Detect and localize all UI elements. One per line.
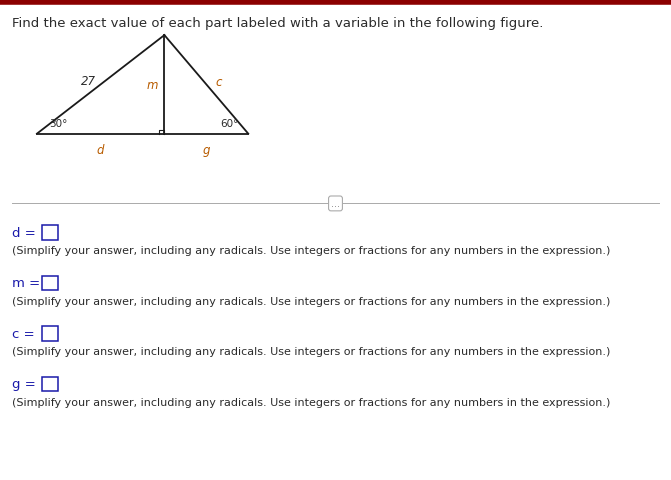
Text: d =: d = — [12, 226, 36, 240]
Text: (Simplify your answer, including any radicals. Use integers or fractions for any: (Simplify your answer, including any rad… — [12, 347, 611, 357]
Text: c: c — [215, 76, 221, 89]
Text: c =: c = — [12, 327, 35, 340]
Text: g: g — [203, 143, 210, 156]
Text: m: m — [146, 79, 158, 92]
Text: 30°: 30° — [49, 119, 67, 129]
Text: ...: ... — [331, 199, 340, 209]
Text: 60°: 60° — [220, 119, 238, 129]
Text: (Simplify your answer, including any radicals. Use integers or fractions for any: (Simplify your answer, including any rad… — [12, 397, 611, 407]
Text: m =: m = — [12, 276, 40, 290]
Text: Find the exact value of each part labeled with a variable in the following figur: Find the exact value of each part labele… — [12, 17, 544, 30]
Text: d: d — [97, 143, 105, 156]
Bar — [42, 276, 58, 290]
Bar — [42, 326, 58, 341]
Text: 27: 27 — [81, 75, 96, 88]
Bar — [42, 226, 58, 240]
Text: (Simplify your answer, including any radicals. Use integers or fractions for any: (Simplify your answer, including any rad… — [12, 296, 611, 306]
Text: g =: g = — [12, 377, 36, 391]
Text: (Simplify your answer, including any radicals. Use integers or fractions for any: (Simplify your answer, including any rad… — [12, 246, 611, 256]
Bar — [42, 377, 58, 391]
